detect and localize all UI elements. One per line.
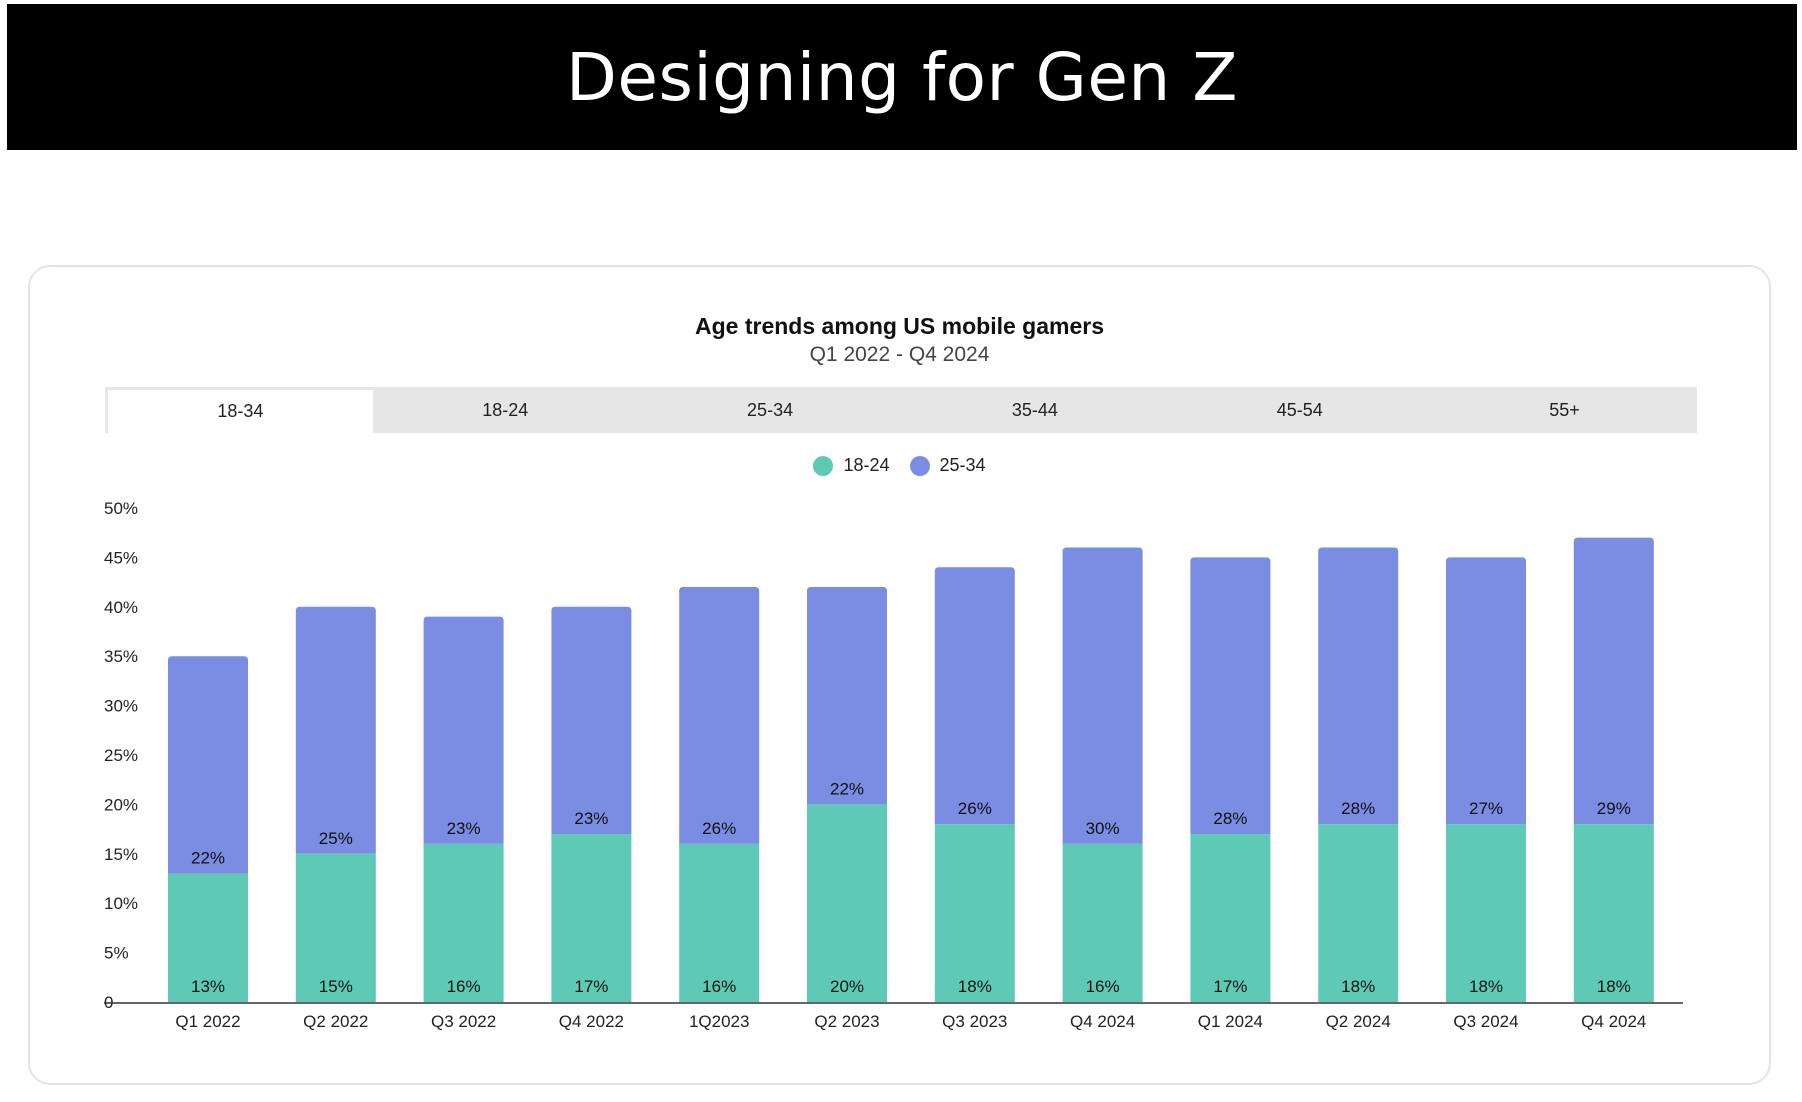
bar-segment-25-34[interactable] bbox=[423, 616, 504, 844]
data-label-25-34: 23% bbox=[447, 819, 481, 838]
data-label-25-34: 23% bbox=[574, 809, 608, 828]
y-tick-label: 15% bbox=[104, 845, 138, 864]
y-tick-label: 45% bbox=[104, 548, 138, 567]
x-tick-label: Q2 2023 bbox=[814, 1012, 879, 1031]
tab-55-plus[interactable]: 55+ bbox=[1549, 399, 1580, 420]
bar-segment-25-34[interactable] bbox=[934, 567, 1015, 825]
tab-18-24[interactable]: 18-24 bbox=[482, 399, 529, 420]
bar-segment-25-34[interactable] bbox=[807, 587, 887, 805]
data-label-25-34: 25% bbox=[319, 829, 353, 848]
bar-segment-18-24[interactable] bbox=[679, 843, 760, 1002]
data-label-18-24: 18% bbox=[1469, 977, 1503, 996]
bar-segment-25-34[interactable] bbox=[1446, 557, 1526, 825]
y-tick-label: 35% bbox=[104, 647, 138, 666]
legend-dot-icon bbox=[813, 455, 834, 476]
y-tick-label: 10% bbox=[104, 894, 138, 913]
bar-segment-25-34[interactable] bbox=[1062, 547, 1143, 844]
page-title: Designing for Gen Z bbox=[566, 38, 1238, 116]
data-label-18-24: 20% bbox=[830, 977, 864, 996]
data-label-18-24: 17% bbox=[574, 977, 608, 996]
x-tick-label: Q2 2022 bbox=[303, 1012, 368, 1031]
x-tick-label: Q4 2024 bbox=[1070, 1012, 1135, 1031]
x-tick-label: 1Q2023 bbox=[689, 1012, 750, 1031]
bar-segment-18-24[interactable] bbox=[934, 824, 1015, 1002]
x-tick-label: Q1 2022 bbox=[175, 1012, 240, 1031]
bar-segment-25-34[interactable] bbox=[551, 606, 632, 835]
data-label-25-34: 22% bbox=[191, 849, 225, 868]
x-tick-label: Q1 2024 bbox=[1198, 1012, 1263, 1031]
chart-title: Age trends among US mobile gamers bbox=[695, 313, 1104, 339]
bar-segment-18-24[interactable] bbox=[1573, 824, 1654, 1002]
legend-item-25-34[interactable]: 25-34 bbox=[909, 455, 986, 476]
tab-25-34[interactable]: 25-34 bbox=[747, 399, 794, 420]
x-tick-label: Q3 2022 bbox=[431, 1012, 496, 1031]
data-label-25-34: 27% bbox=[1469, 799, 1503, 818]
age-tabs: 18-34 18-24 25-34 35-44 45-54 55+ bbox=[105, 387, 1697, 433]
x-tick-label: Q3 2023 bbox=[942, 1012, 1007, 1031]
bar-segment-18-24[interactable] bbox=[1446, 824, 1526, 1002]
chart-legend: 18-24 25-34 bbox=[30, 455, 1769, 476]
tab-45-54[interactable]: 45-54 bbox=[1276, 399, 1323, 420]
bar-segment-18-24[interactable] bbox=[423, 843, 504, 1002]
y-tick-label: 30% bbox=[104, 697, 138, 716]
data-label-18-24: 16% bbox=[447, 977, 481, 996]
legend-label: 25-34 bbox=[939, 455, 986, 475]
data-label-18-24: 13% bbox=[191, 977, 225, 996]
bar-segment-25-34[interactable] bbox=[1318, 547, 1399, 825]
bar-segment-25-34[interactable] bbox=[168, 656, 248, 874]
bar-segment-18-24[interactable] bbox=[807, 804, 887, 1002]
y-tick-label: 5% bbox=[104, 944, 129, 963]
data-label-18-24: 17% bbox=[1213, 977, 1247, 996]
tab-18-34[interactable]: 18-34 bbox=[105, 387, 373, 433]
data-label-25-34: 29% bbox=[1597, 799, 1631, 818]
bar-segment-18-24[interactable] bbox=[295, 853, 376, 1002]
bar-segment-25-34[interactable] bbox=[679, 587, 760, 844]
data-label-18-24: 18% bbox=[1341, 977, 1375, 996]
bar-segment-18-24[interactable] bbox=[1318, 824, 1399, 1002]
data-label-25-34: 30% bbox=[1086, 819, 1120, 838]
data-label-18-24: 18% bbox=[1597, 977, 1631, 996]
x-tick-label: Q3 2024 bbox=[1453, 1012, 1518, 1031]
y-tick-label: 25% bbox=[104, 746, 138, 765]
data-label-25-34: 22% bbox=[830, 779, 864, 798]
y-tick-label: 20% bbox=[104, 795, 138, 814]
data-label-18-24: 15% bbox=[319, 977, 353, 996]
legend-label: 18-24 bbox=[843, 455, 890, 475]
bar-segment-18-24[interactable] bbox=[1190, 834, 1271, 1002]
tab-35-44[interactable]: 35-44 bbox=[1011, 399, 1058, 420]
y-tick-label: 40% bbox=[104, 598, 138, 617]
data-label-18-24: 16% bbox=[1086, 977, 1120, 996]
data-label-25-34: 28% bbox=[1341, 799, 1375, 818]
bar-segment-18-24[interactable] bbox=[551, 834, 632, 1002]
bar-segment-25-34[interactable] bbox=[1573, 537, 1654, 825]
chart-subtitle: Q1 2022 - Q4 2024 bbox=[809, 343, 990, 366]
data-label-18-24: 16% bbox=[702, 977, 736, 996]
data-label-18-24: 18% bbox=[958, 977, 992, 996]
x-tick-label: Q4 2022 bbox=[559, 1012, 624, 1031]
title-banner: Designing for Gen Z bbox=[7, 4, 1797, 150]
data-label-25-34: 28% bbox=[1213, 809, 1247, 828]
bar-segment-18-24[interactable] bbox=[1062, 843, 1143, 1002]
data-label-25-34: 26% bbox=[702, 819, 736, 838]
bar-segment-25-34[interactable] bbox=[1190, 557, 1271, 835]
x-tick-label: Q2 2024 bbox=[1326, 1012, 1391, 1031]
y-tick-label: 50% bbox=[104, 499, 138, 518]
bar-segment-25-34[interactable] bbox=[295, 606, 376, 854]
x-tick-label: Q4 2024 bbox=[1581, 1012, 1646, 1031]
legend-item-18-24[interactable]: 18-24 bbox=[813, 455, 890, 476]
data-label-25-34: 26% bbox=[958, 799, 992, 818]
bar-segment-18-24[interactable] bbox=[168, 873, 248, 1002]
legend-dot-icon bbox=[909, 455, 930, 476]
